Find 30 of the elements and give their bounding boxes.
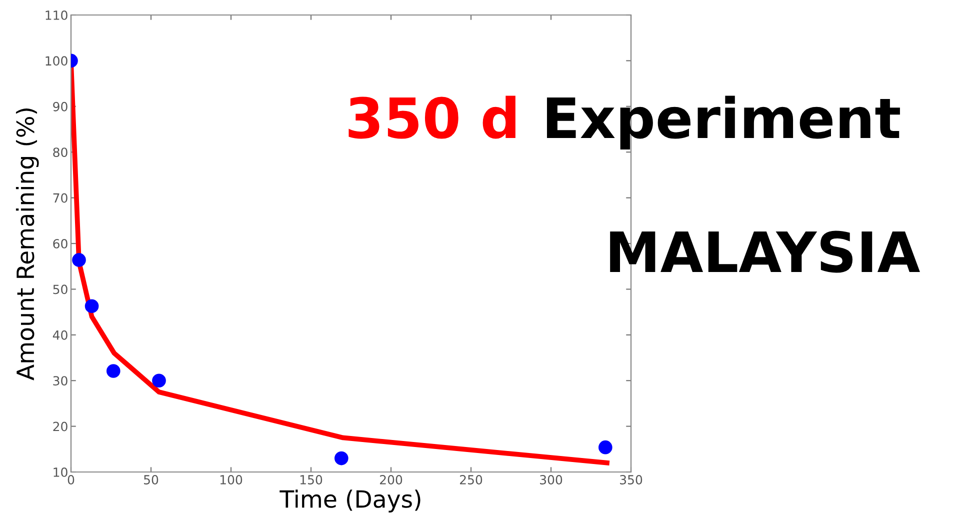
x-tick-label: 100 — [220, 475, 242, 484]
point — [598, 440, 612, 454]
x-tick-label: 350 — [620, 475, 642, 484]
y-tick-label: 110 — [46, 10, 68, 20]
y-tick-label: 70 — [53, 193, 68, 203]
annotation: MALAYSIA — [610, 230, 920, 273]
y-tick-label: 90 — [53, 102, 68, 112]
point — [334, 451, 348, 466]
y-tick-label: 80 — [53, 148, 68, 158]
y-axis-title: Amount Remaining (%) — [16, 108, 39, 380]
point — [106, 364, 120, 378]
y-tick-label: 30 — [53, 376, 68, 386]
y-tick-label: 20 — [53, 422, 68, 432]
y-tick-label: 50 — [53, 284, 68, 294]
x-axis-title: Time (Days) — [280, 490, 420, 513]
y-tick-label: 40 — [52, 330, 68, 340]
point — [72, 253, 86, 267]
x-tick-label: 150 — [300, 475, 322, 484]
x-tick-label: 200 — [380, 475, 402, 484]
annotation: Experiment — [546, 96, 900, 150]
y-tick-label: 100 — [46, 56, 68, 66]
point — [152, 374, 166, 388]
y-tick-label: 10 — [54, 467, 68, 477]
x-tick-label: 300 — [540, 475, 562, 484]
x-tick-label: 50 — [144, 475, 158, 484]
point — [84, 299, 99, 314]
x-tick-label: 250 — [460, 475, 482, 484]
x-tick-label: 0 — [68, 475, 74, 484]
annotation: 350 d — [348, 96, 516, 139]
y-tick-label: 60 — [53, 238, 68, 248]
